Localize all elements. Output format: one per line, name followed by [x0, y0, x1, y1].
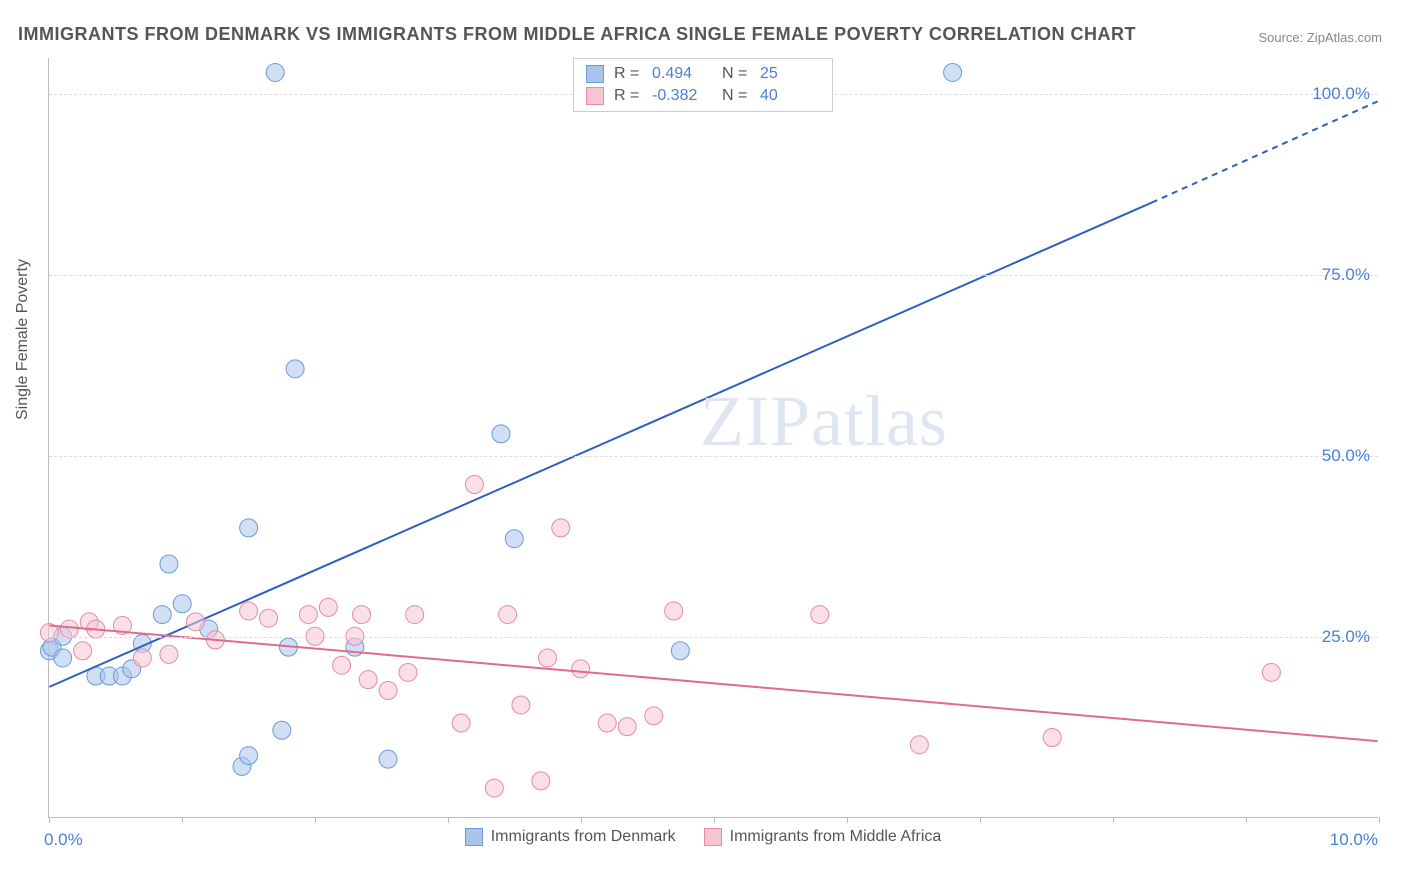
stats-row: R = 0.494 N = 25 — [586, 63, 820, 85]
gridline-h — [49, 456, 1378, 457]
chart-svg — [49, 58, 1378, 817]
legend-label: Immigrants from Denmark — [491, 828, 676, 846]
scatter-point — [379, 682, 397, 700]
y-tick-label: 25.0% — [1322, 627, 1370, 647]
page-title: IMMIGRANTS FROM DENMARK VS IMMIGRANTS FR… — [18, 24, 1136, 45]
trend-line — [49, 625, 1377, 741]
r-label: R = — [614, 85, 642, 107]
scatter-point — [492, 425, 510, 443]
legend-item: Immigrants from Middle Africa — [704, 828, 942, 846]
y-tick-label: 50.0% — [1322, 446, 1370, 466]
scatter-point — [186, 613, 204, 631]
n-label: N = — [722, 85, 750, 107]
scatter-point — [273, 721, 291, 739]
n-value: 40 — [760, 85, 820, 107]
gridline-h — [49, 637, 1378, 638]
scatter-point — [671, 642, 689, 660]
x-tick — [1246, 817, 1247, 823]
scatter-point — [572, 660, 590, 678]
scatter-point — [379, 750, 397, 768]
scatter-point — [240, 747, 258, 765]
x-tick — [714, 817, 715, 823]
scatter-point — [60, 620, 78, 638]
chart-area: 25.0% 50.0% 75.0% 100.0% — [48, 58, 1378, 818]
scatter-point — [240, 519, 258, 537]
scatter-point — [944, 63, 962, 81]
scatter-point — [452, 714, 470, 732]
scatter-point — [910, 736, 928, 754]
stats-row: R = -0.382 N = 40 — [586, 85, 820, 107]
y-axis-label: Single Female Poverty — [14, 259, 32, 420]
scatter-point — [153, 606, 171, 624]
x-tick — [49, 817, 50, 823]
scatter-point — [552, 519, 570, 537]
scatter-point — [811, 606, 829, 624]
x-tick — [448, 817, 449, 823]
stats-legend: R = 0.494 N = 25 R = -0.382 N = 40 — [573, 58, 833, 112]
x-tick — [1113, 817, 1114, 823]
x-tick — [847, 817, 848, 823]
r-value: 0.494 — [652, 63, 712, 85]
scatter-point — [1262, 663, 1280, 681]
scatter-point — [160, 645, 178, 663]
y-tick-label: 75.0% — [1322, 265, 1370, 285]
scatter-point — [359, 671, 377, 689]
x-tick — [581, 817, 582, 823]
scatter-point — [286, 360, 304, 378]
scatter-point — [399, 663, 417, 681]
n-value: 25 — [760, 63, 820, 85]
scatter-point — [665, 602, 683, 620]
scatter-point — [645, 707, 663, 725]
scatter-point — [173, 595, 191, 613]
n-label: N = — [722, 63, 750, 85]
scatter-point — [299, 606, 317, 624]
scatter-point — [512, 696, 530, 714]
scatter-point — [260, 609, 278, 627]
x-tick — [315, 817, 316, 823]
scatter-point — [499, 606, 517, 624]
scatter-point — [74, 642, 92, 660]
x-tick — [1379, 817, 1380, 823]
scatter-point — [333, 656, 351, 674]
swatch-icon — [704, 828, 722, 846]
y-tick-label: 100.0% — [1312, 84, 1370, 104]
scatter-point — [532, 772, 550, 790]
scatter-point — [133, 649, 151, 667]
scatter-point — [1043, 728, 1061, 746]
scatter-point — [266, 63, 284, 81]
legend-item: Immigrants from Denmark — [465, 828, 676, 846]
r-label: R = — [614, 63, 642, 85]
x-tick — [182, 817, 183, 823]
scatter-point — [406, 606, 424, 624]
legend-bottom: Immigrants from Denmark Immigrants from M… — [0, 828, 1406, 851]
trend-line-dashed — [1152, 101, 1378, 202]
gridline-h — [49, 275, 1378, 276]
scatter-point — [240, 602, 258, 620]
scatter-point — [319, 598, 337, 616]
scatter-point — [505, 530, 523, 548]
x-tick — [980, 817, 981, 823]
legend-label: Immigrants from Middle Africa — [730, 828, 942, 846]
swatch-icon — [586, 65, 604, 83]
scatter-point — [465, 475, 483, 493]
scatter-point — [160, 555, 178, 573]
scatter-point — [54, 649, 72, 667]
scatter-point — [353, 606, 371, 624]
scatter-point — [618, 718, 636, 736]
source-label: Source: ZipAtlas.com — [1258, 30, 1382, 45]
r-value: -0.382 — [652, 85, 712, 107]
scatter-point — [485, 779, 503, 797]
swatch-icon — [586, 87, 604, 105]
scatter-point — [538, 649, 556, 667]
scatter-point — [598, 714, 616, 732]
swatch-icon — [465, 828, 483, 846]
